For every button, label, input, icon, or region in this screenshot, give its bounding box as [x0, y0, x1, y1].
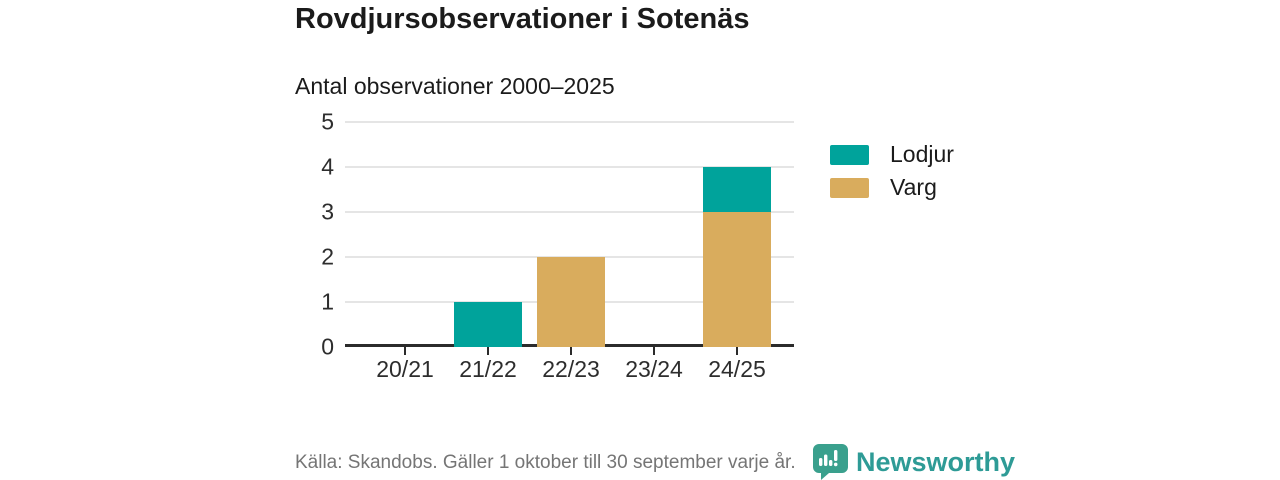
legend-label-varg: Varg — [890, 174, 937, 200]
gridline-4 — [345, 166, 794, 168]
chart-subtitle: Antal observationer 2000–2025 — [295, 73, 615, 99]
y-tick-label-0: 0 — [321, 333, 334, 360]
legend: Lodjur Varg — [830, 143, 954, 209]
x-tick-22-23 — [570, 347, 572, 355]
legend-swatch-varg — [830, 177, 869, 198]
x-tick-24-25 — [736, 347, 738, 355]
legend-swatch-lodjur — [830, 144, 869, 165]
bar-24-25-lodjur — [703, 167, 771, 212]
x-tick-label-21-22: 21/22 — [459, 356, 517, 382]
brand-logo: Newsworthy — [812, 443, 1015, 480]
brand-wordmark: Newsworthy — [856, 446, 1016, 477]
bar-21-22-lodjur — [454, 302, 522, 347]
source-note: Källa: Skandobs. Gäller 1 oktober till 3… — [295, 452, 796, 473]
x-tick-21-22 — [487, 347, 489, 355]
gridline-5 — [345, 121, 794, 123]
y-tick-label-4: 4 — [321, 153, 334, 180]
bar-22-23-varg — [537, 257, 605, 347]
y-tick-label-5: 5 — [321, 108, 334, 135]
x-tick-23-24 — [653, 347, 655, 355]
plot-area: 20/21 21/22 22/23 23/24 24/25 — [345, 121, 794, 382]
headline: Rovdjursobservationer i Sotenäs — [295, 3, 750, 35]
x-tick-label-20-21: 20/21 — [376, 356, 434, 382]
legend-label-lodjur: Lodjur — [890, 141, 954, 167]
y-tick-label-3: 3 — [321, 198, 334, 225]
x-tick-label-24-25: 24/25 — [708, 356, 766, 382]
gridline-3 — [345, 211, 794, 213]
x-tick-20-21 — [404, 347, 406, 355]
bar-24-25-varg — [703, 212, 771, 347]
y-axis: 0 1 2 3 4 5 — [292, 110, 334, 358]
newsworthy-icon — [813, 444, 848, 480]
y-tick-label-2: 2 — [321, 243, 334, 270]
legend-item-varg: Varg — [830, 176, 954, 199]
x-tick-label-23-24: 23/24 — [625, 356, 683, 382]
legend-item-lodjur: Lodjur — [830, 143, 954, 166]
x-tick-label-22-23: 22/23 — [542, 356, 600, 382]
y-tick-label-1: 1 — [321, 288, 334, 315]
